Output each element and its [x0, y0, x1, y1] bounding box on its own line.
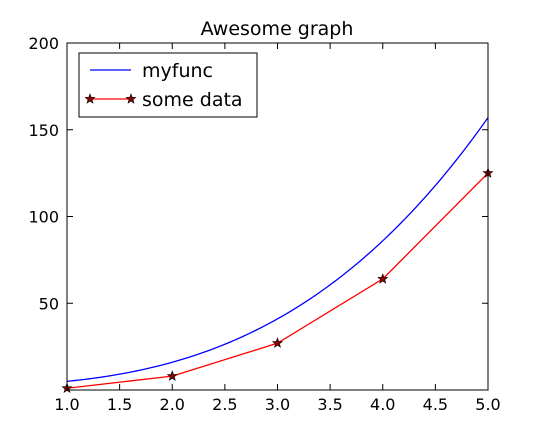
x-tick-label: 5.0: [475, 395, 500, 414]
x-tick-label: 3.0: [265, 395, 290, 414]
data-point-3: [377, 273, 389, 284]
x-tick-label: 2.5: [212, 395, 237, 414]
data-point-1: [166, 370, 178, 381]
legend-label-1: some data: [142, 89, 243, 111]
y-tick-label: 100: [28, 208, 59, 227]
x-tick-label: 1.5: [107, 395, 132, 414]
series-0: [67, 117, 488, 382]
y-tick-label: 200: [28, 34, 59, 53]
series-line-0: [67, 117, 488, 382]
legend-marker: [125, 93, 137, 104]
data-point-2: [271, 337, 284, 348]
y-tick-label: 50: [39, 294, 59, 313]
x-axis: 1.0 1.5 2.0 2.5 3.0 3.5 4.0 4.5 5.0: [54, 43, 501, 414]
series-1: [67, 172, 488, 389]
legend-marker: [84, 93, 96, 104]
x-tick-label: 3.5: [317, 395, 342, 414]
x-tick-label: 1.0: [54, 395, 79, 414]
legend: myfunc some data: [78, 52, 258, 118]
x-tick-label: 4.0: [370, 395, 395, 414]
y-axis: 50 100 150 200: [28, 34, 488, 313]
legend-box: [78, 52, 258, 118]
chart-title: Awesome graph: [201, 18, 354, 40]
y-tick-label: 150: [28, 121, 59, 140]
legend-label-0: myfunc: [142, 60, 213, 82]
x-tick-label: 4.5: [423, 395, 448, 414]
x-tick-label: 2.0: [160, 395, 185, 414]
series-line-1: [67, 172, 488, 389]
